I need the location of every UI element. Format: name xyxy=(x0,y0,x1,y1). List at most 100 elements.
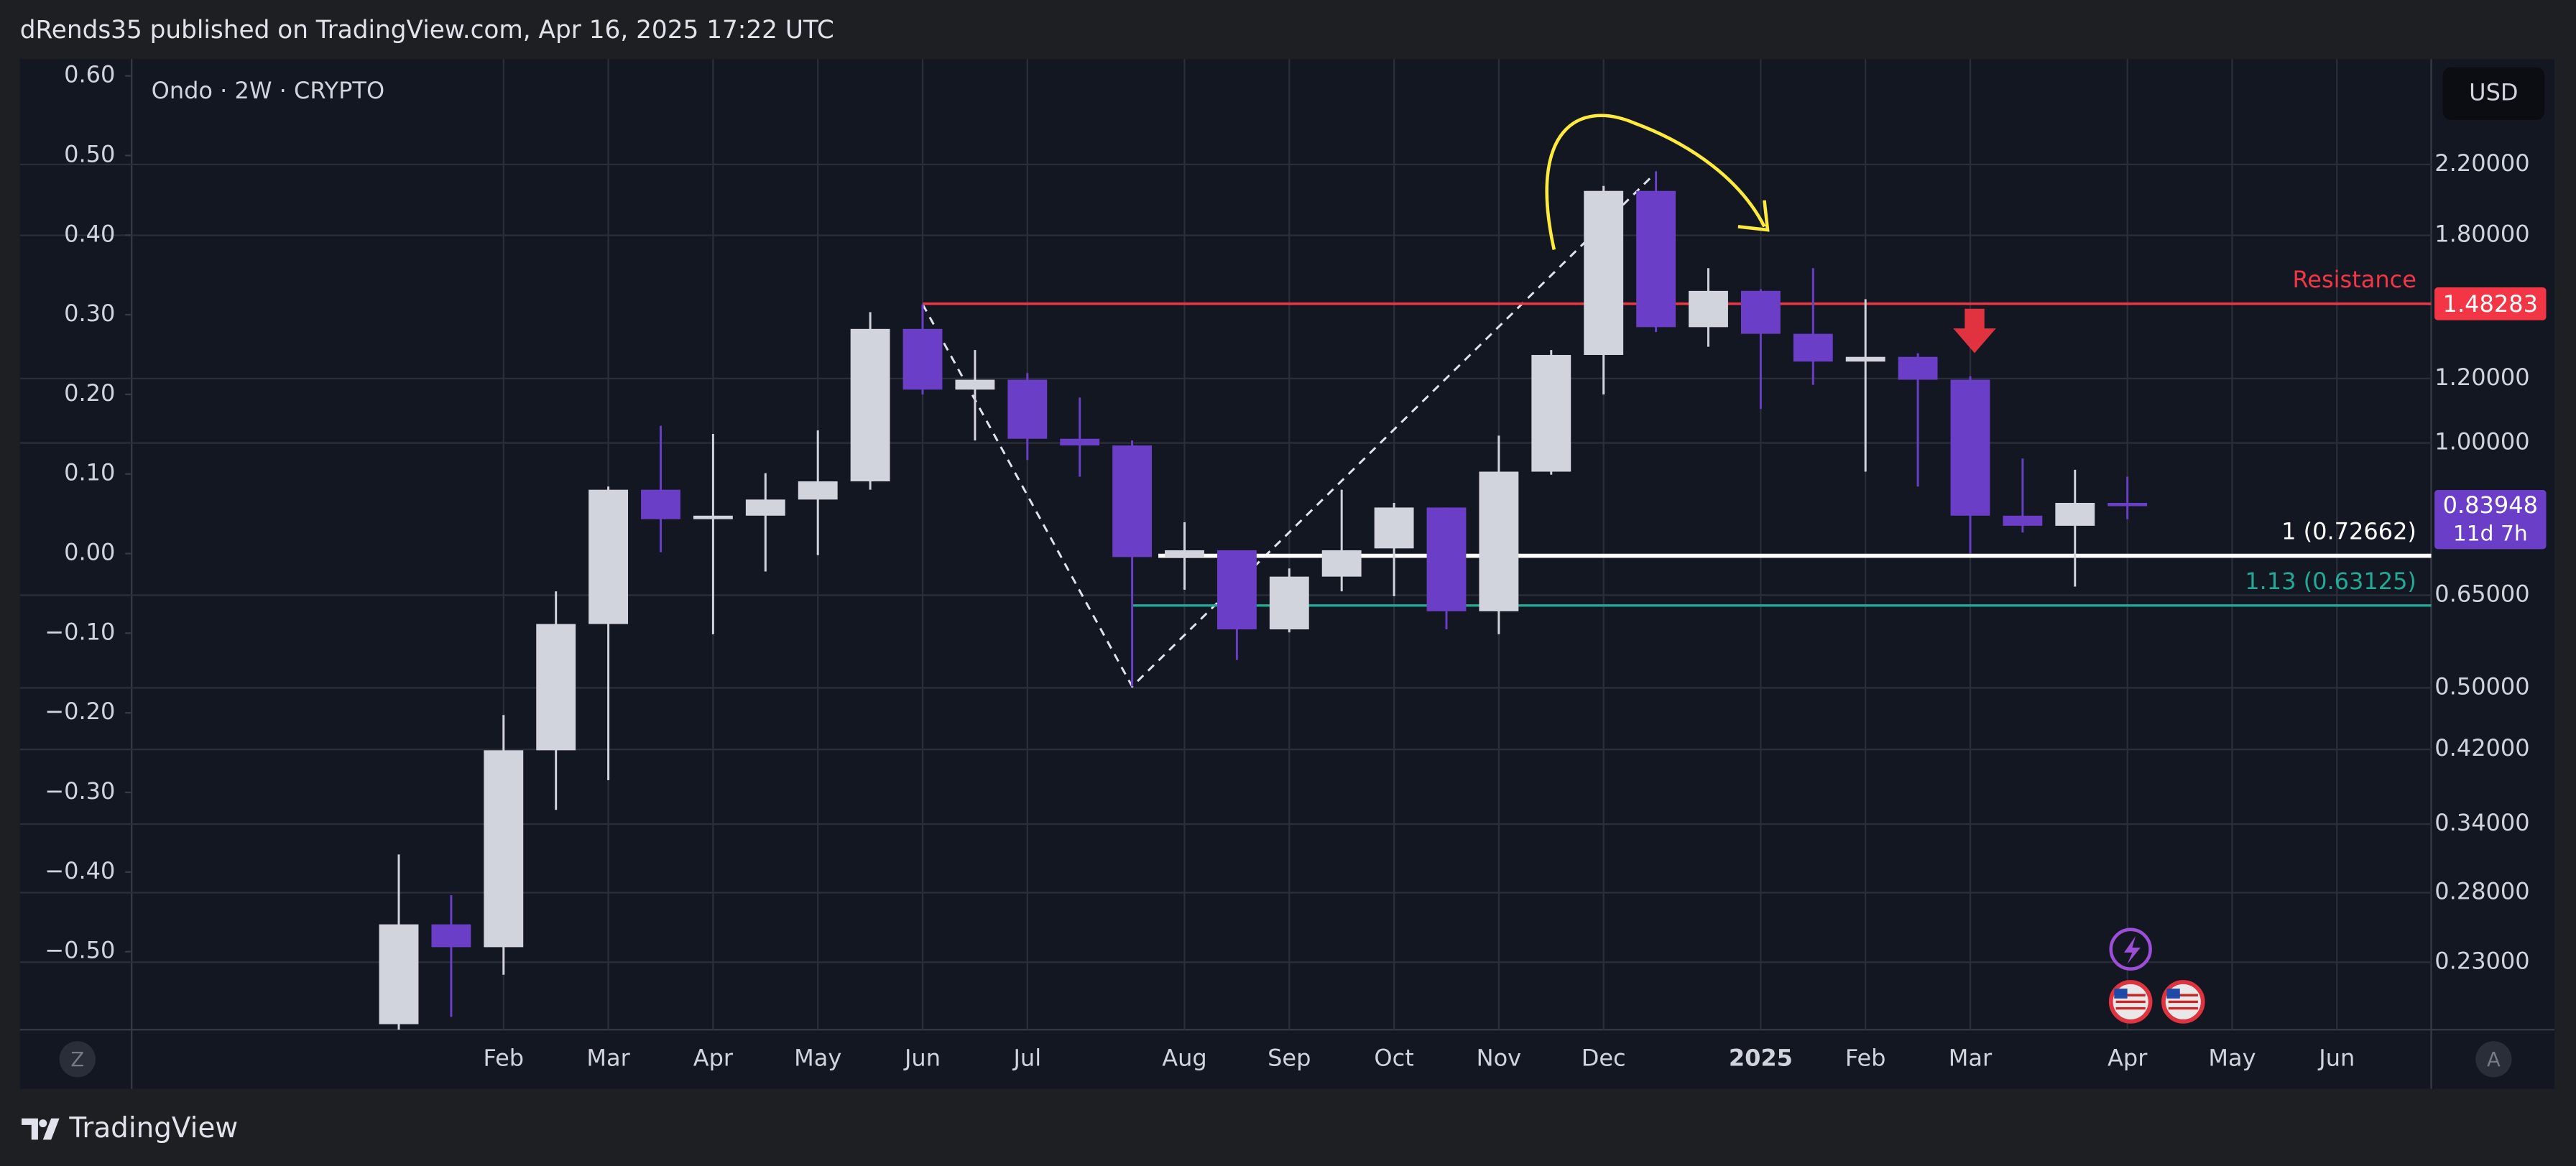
button-a[interactable] xyxy=(2475,1041,2512,1078)
down-arrow xyxy=(1953,308,1996,353)
candle-body xyxy=(902,328,943,390)
chart-title: Ondo · 2W · CRYPTO xyxy=(152,77,385,104)
button-z[interactable] xyxy=(59,1041,96,1078)
x-tick-label: Aug xyxy=(1162,1044,1206,1071)
y2-tick-label: 0.40 xyxy=(64,220,115,247)
button-a-label[interactable]: A xyxy=(2487,1049,2501,1071)
candle-body xyxy=(850,328,890,482)
x-tick-label: Jun xyxy=(2317,1044,2355,1071)
flag-canton xyxy=(2114,989,2128,999)
countdown-label: 11d 7h xyxy=(2453,521,2528,546)
y2-tick-label: 0.60 xyxy=(64,61,115,88)
candle-body xyxy=(1321,550,1362,577)
currency[interactable]: USD xyxy=(2469,78,2518,106)
candle-body xyxy=(641,489,680,519)
candle-body xyxy=(1426,507,1467,611)
candle-body xyxy=(1479,471,1519,611)
y2-tick-label: 0.50 xyxy=(64,140,115,167)
x-tick-label: Dec xyxy=(1582,1044,1626,1071)
candle-body xyxy=(431,924,471,948)
y-tick-label: 1.20000 xyxy=(2434,364,2529,391)
y2-tick-label: 0.00 xyxy=(64,539,115,566)
y2-tick-label: 0.30 xyxy=(64,300,115,327)
candle-body xyxy=(1898,356,1938,380)
candle-body xyxy=(745,499,785,516)
y2-tick-label: −0.30 xyxy=(45,777,115,805)
y-tick-label: 0.50000 xyxy=(2434,672,2529,700)
candle-body xyxy=(1740,290,1781,334)
candle-body xyxy=(1584,190,1624,356)
y2-tick-label: 0.10 xyxy=(64,459,115,486)
x-tick-label: Mar xyxy=(586,1044,630,1071)
button-z-label[interactable]: Z xyxy=(70,1049,84,1071)
curved-arrow xyxy=(1545,114,1766,250)
level-label: Resistance xyxy=(2292,266,2416,293)
flag-stripes xyxy=(2115,994,2198,1010)
y-tick-label: 0.28000 xyxy=(2434,878,2529,905)
candle-body xyxy=(1845,356,1885,362)
footer-logo xyxy=(22,1118,60,1140)
candle-body xyxy=(1165,550,1204,557)
candle-body xyxy=(2055,502,2095,526)
candle-body xyxy=(1374,507,1414,549)
candle-body xyxy=(2003,515,2043,526)
footer-brand: TradingView xyxy=(68,1112,238,1144)
y-tick-label: 0.23000 xyxy=(2434,947,2529,974)
flag-canton xyxy=(2166,989,2180,999)
candle-body xyxy=(693,515,733,519)
currency-box[interactable] xyxy=(2442,67,2545,120)
logo-dot xyxy=(39,1119,47,1128)
lightning xyxy=(2124,935,2141,964)
logo-icon xyxy=(22,1118,60,1140)
candle-body xyxy=(1950,379,1990,516)
candle-body xyxy=(1689,290,1728,328)
level-label: 1.13 (0.63125) xyxy=(2245,568,2416,595)
y-tick-label: 0.42000 xyxy=(2434,734,2529,762)
x-tick-label: May xyxy=(2208,1044,2256,1071)
y2-tick-label: −0.50 xyxy=(45,937,115,964)
x-tick-label: Jul xyxy=(1012,1044,1041,1071)
candle-body xyxy=(1217,550,1257,630)
x-tick-label: Feb xyxy=(1845,1044,1886,1071)
last-price-label: 0.83948 xyxy=(2443,491,2538,519)
y-tick-label: 0.65000 xyxy=(2434,580,2529,607)
curved-arrow-head xyxy=(1737,200,1770,232)
candle-body xyxy=(1793,333,1833,362)
x-tick-label: May xyxy=(794,1044,841,1071)
last-price-tag xyxy=(2434,490,2547,550)
x-tick-label: Oct xyxy=(1374,1044,1413,1071)
candle-body xyxy=(588,489,629,624)
plot-area: Feb Mar Apr May Jun Jul Aug Sep Oct Nov Dec 2025 Feb… xyxy=(19,59,2547,1071)
candle-body xyxy=(1060,438,1100,446)
x-tick-label: Apr xyxy=(2108,1044,2148,1071)
chart-panel xyxy=(19,59,2554,1089)
candle-body xyxy=(484,750,524,948)
candle-body xyxy=(536,624,576,751)
level-price-label: 1.48283 xyxy=(2443,290,2538,318)
x-tick-label: 2025 xyxy=(1729,1044,1793,1071)
candle-body xyxy=(1636,190,1676,328)
candle-body xyxy=(798,481,838,500)
y2-tick-label: −0.20 xyxy=(45,698,115,725)
candle-body xyxy=(1269,576,1309,630)
candle-body xyxy=(2108,502,2148,506)
header-text: dRends35 published on TradingView.com, A… xyxy=(20,16,834,45)
level-label: 1 (0.72662) xyxy=(2281,518,2416,545)
x-tick-label: Feb xyxy=(483,1044,524,1071)
x-tick-label: Jun xyxy=(903,1044,941,1071)
candle-body xyxy=(1007,379,1048,439)
x-tick-label: Nov xyxy=(1477,1044,1521,1071)
y2-tick-label: −0.40 xyxy=(45,857,115,884)
y-tick-label: 2.20000 xyxy=(2434,149,2529,177)
level-price-tag xyxy=(2434,287,2547,320)
y-tick-label: 1.00000 xyxy=(2434,428,2529,455)
y2-tick-label: 0.20 xyxy=(64,379,115,407)
x-tick-label: Sep xyxy=(1268,1044,1311,1071)
annotations xyxy=(1545,114,2205,1024)
candle-body xyxy=(379,924,419,1024)
y2-tick-label: −0.10 xyxy=(45,618,115,645)
candle-body xyxy=(1112,445,1153,557)
candle-body xyxy=(1531,355,1571,472)
y-tick-label: 1.80000 xyxy=(2434,221,2529,248)
